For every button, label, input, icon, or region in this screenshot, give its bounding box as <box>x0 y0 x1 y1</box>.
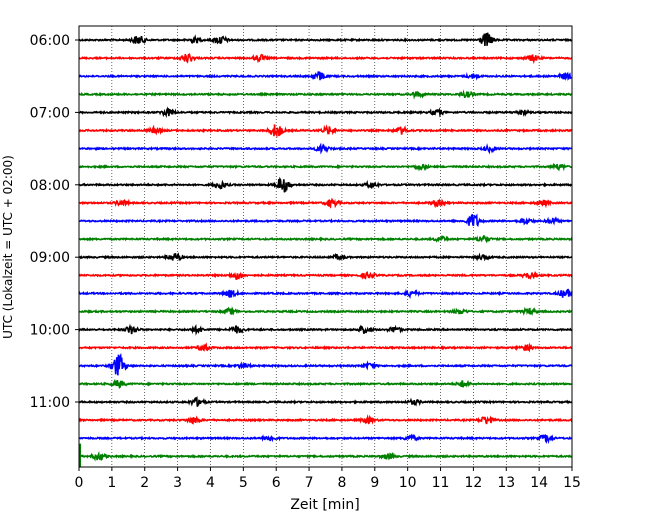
trace-0815 <box>78 197 573 209</box>
trace-0630 <box>78 71 573 81</box>
trace-0915 <box>78 270 573 281</box>
trace-0845 <box>78 234 573 244</box>
seismic-traces <box>78 32 573 467</box>
y-tick-label: 10:00 <box>30 323 70 339</box>
x-tick-label: 4 <box>206 475 215 491</box>
trace-1030 <box>78 352 573 376</box>
x-tick-label: 12 <box>464 475 482 491</box>
x-tick-label: 2 <box>140 475 149 491</box>
x-tick-label: 3 <box>173 475 182 491</box>
trace-1045 <box>78 378 573 389</box>
x-tick-label: 5 <box>239 475 248 491</box>
x-tick-label: 10 <box>399 475 417 491</box>
y-tick-label: 07:00 <box>30 105 70 121</box>
x-tick-label: 1 <box>107 475 116 491</box>
trace-0930 <box>78 288 573 300</box>
x-tick-label: 7 <box>305 475 314 491</box>
trace-0945 <box>78 306 573 316</box>
y-tick-label: 11:00 <box>30 395 70 411</box>
trace-0830 <box>78 213 573 228</box>
x-axis-ticks: 0 1 2 3 4 5 6 7 8 9 10 11 12 13 14 15 <box>75 467 581 491</box>
trace-1015 <box>78 342 573 353</box>
trace-0730 <box>78 142 573 155</box>
trace-0800 <box>78 176 573 193</box>
trace-1000 <box>78 323 573 336</box>
y-tick-label: 06:00 <box>30 33 70 49</box>
plot-frame <box>78 25 573 468</box>
plot-area <box>79 26 572 467</box>
x-tick-label: 0 <box>75 475 84 491</box>
x-tick-label: 15 <box>563 475 581 491</box>
y-tick-label: 09:00 <box>30 250 70 266</box>
trace-0745 <box>78 162 573 172</box>
trace-0600 <box>78 32 573 47</box>
trace-1115 <box>78 414 573 425</box>
trace-0645 <box>78 89 573 100</box>
y-tick-label: 08:00 <box>30 178 70 194</box>
trace-0700 <box>78 106 573 119</box>
x-axis-label: Zeit [min] <box>290 497 359 513</box>
trace-0900 <box>78 252 573 262</box>
trace-1130 <box>78 433 573 445</box>
y-axis-ticks: 06:00 07:00 08:00 09:00 10:00 11:00 <box>30 33 79 411</box>
x-tick-label: 13 <box>497 475 515 491</box>
x-tick-label: 11 <box>432 475 450 491</box>
trace-1145 <box>78 451 573 462</box>
y-axis-label: UTC (Lokalzeit = UTC + 02:00) <box>1 155 15 339</box>
x-tick-label: 6 <box>272 475 281 491</box>
trace-0615 <box>78 52 573 65</box>
x-tick-label: 8 <box>337 475 346 491</box>
x-tick-label: 14 <box>530 475 548 491</box>
trace-0715 <box>78 124 573 139</box>
x-tick-label: 9 <box>370 475 379 491</box>
trace-1100 <box>78 396 573 407</box>
